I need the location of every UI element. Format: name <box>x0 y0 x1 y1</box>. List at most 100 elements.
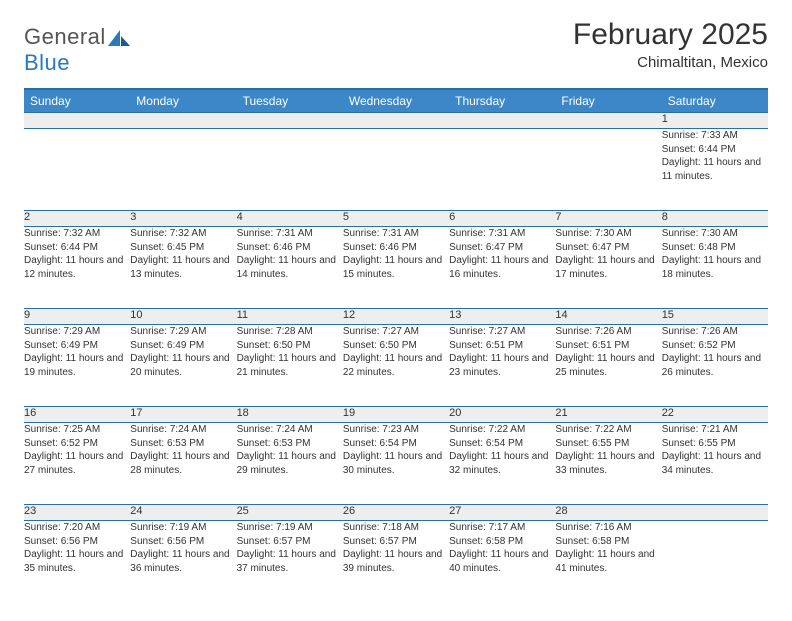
daylight-line: Daylight: 11 hours and 12 minutes. <box>24 254 130 281</box>
day-detail-cell: Sunrise: 7:26 AMSunset: 6:52 PMDaylight:… <box>662 325 768 407</box>
day-number-cell <box>343 113 449 129</box>
day-detail-cell: Sunrise: 7:27 AMSunset: 6:50 PMDaylight:… <box>343 325 449 407</box>
day-number-row: 232425262728 <box>24 505 768 521</box>
day-detail-cell: Sunrise: 7:16 AMSunset: 6:58 PMDaylight:… <box>555 521 661 603</box>
sunset-line: Sunset: 6:52 PM <box>24 437 130 451</box>
daylight-line: Daylight: 11 hours and 20 minutes. <box>130 352 236 379</box>
daylight-line: Daylight: 11 hours and 40 minutes. <box>449 548 555 575</box>
day-detail-cell: Sunrise: 7:29 AMSunset: 6:49 PMDaylight:… <box>130 325 236 407</box>
day-detail-cell: Sunrise: 7:30 AMSunset: 6:48 PMDaylight:… <box>662 227 768 309</box>
sunrise-line: Sunrise: 7:32 AM <box>24 227 130 241</box>
sunset-line: Sunset: 6:46 PM <box>237 241 343 255</box>
day-number-cell: 27 <box>449 505 555 521</box>
daylight-line: Daylight: 11 hours and 37 minutes. <box>237 548 343 575</box>
day-detail-cell: Sunrise: 7:19 AMSunset: 6:57 PMDaylight:… <box>237 521 343 603</box>
day-detail-row: Sunrise: 7:25 AMSunset: 6:52 PMDaylight:… <box>24 423 768 505</box>
day-detail-cell: Sunrise: 7:28 AMSunset: 6:50 PMDaylight:… <box>237 325 343 407</box>
sail-icon <box>108 30 130 46</box>
sunrise-line: Sunrise: 7:17 AM <box>449 521 555 535</box>
day-number-cell: 23 <box>24 505 130 521</box>
day-number-cell: 19 <box>343 407 449 423</box>
sunset-line: Sunset: 6:56 PM <box>24 535 130 549</box>
calendar-body: 1Sunrise: 7:33 AMSunset: 6:44 PMDaylight… <box>24 113 768 603</box>
sunrise-line: Sunrise: 7:22 AM <box>449 423 555 437</box>
day-number-cell: 4 <box>237 211 343 227</box>
day-number-cell: 16 <box>24 407 130 423</box>
day-detail-cell: Sunrise: 7:22 AMSunset: 6:54 PMDaylight:… <box>449 423 555 505</box>
weekday-header: Wednesday <box>343 89 449 113</box>
weekday-header: Saturday <box>662 89 768 113</box>
daylight-line: Daylight: 11 hours and 14 minutes. <box>237 254 343 281</box>
day-detail-cell: Sunrise: 7:30 AMSunset: 6:47 PMDaylight:… <box>555 227 661 309</box>
daylight-line: Daylight: 11 hours and 41 minutes. <box>555 548 661 575</box>
day-number-cell: 20 <box>449 407 555 423</box>
daylight-line: Daylight: 11 hours and 28 minutes. <box>130 450 236 477</box>
daylight-line: Daylight: 11 hours and 29 minutes. <box>237 450 343 477</box>
day-number-cell <box>237 113 343 129</box>
sunset-line: Sunset: 6:57 PM <box>237 535 343 549</box>
day-number-cell: 7 <box>555 211 661 227</box>
day-detail-cell: Sunrise: 7:33 AMSunset: 6:44 PMDaylight:… <box>662 129 768 211</box>
daylight-line: Daylight: 11 hours and 15 minutes. <box>343 254 449 281</box>
sunrise-line: Sunrise: 7:26 AM <box>555 325 661 339</box>
daylight-line: Daylight: 11 hours and 17 minutes. <box>555 254 661 281</box>
brand-text: GeneralBlue <box>24 24 130 76</box>
daylight-line: Daylight: 11 hours and 21 minutes. <box>237 352 343 379</box>
day-detail-cell: Sunrise: 7:17 AMSunset: 6:58 PMDaylight:… <box>449 521 555 603</box>
day-number-cell: 8 <box>662 211 768 227</box>
day-detail-cell: Sunrise: 7:21 AMSunset: 6:55 PMDaylight:… <box>662 423 768 505</box>
sunset-line: Sunset: 6:47 PM <box>449 241 555 255</box>
day-detail-row: Sunrise: 7:32 AMSunset: 6:44 PMDaylight:… <box>24 227 768 309</box>
sunrise-line: Sunrise: 7:27 AM <box>449 325 555 339</box>
day-detail-cell <box>24 129 130 211</box>
daylight-line: Daylight: 11 hours and 13 minutes. <box>130 254 236 281</box>
day-detail-row: Sunrise: 7:33 AMSunset: 6:44 PMDaylight:… <box>24 129 768 211</box>
day-number-row: 9101112131415 <box>24 309 768 325</box>
day-number-cell: 11 <box>237 309 343 325</box>
brand-part1: General <box>24 24 106 49</box>
page-header: GeneralBlue February 2025 Chimaltitan, M… <box>24 18 768 76</box>
calendar-page: GeneralBlue February 2025 Chimaltitan, M… <box>0 0 792 621</box>
sunset-line: Sunset: 6:54 PM <box>343 437 449 451</box>
day-detail-cell: Sunrise: 7:26 AMSunset: 6:51 PMDaylight:… <box>555 325 661 407</box>
day-number-cell <box>24 113 130 129</box>
day-number-cell: 5 <box>343 211 449 227</box>
day-detail-cell <box>449 129 555 211</box>
day-detail-cell: Sunrise: 7:24 AMSunset: 6:53 PMDaylight:… <box>130 423 236 505</box>
weekday-header-row: Sunday Monday Tuesday Wednesday Thursday… <box>24 89 768 113</box>
sunset-line: Sunset: 6:45 PM <box>130 241 236 255</box>
day-detail-cell: Sunrise: 7:32 AMSunset: 6:44 PMDaylight:… <box>24 227 130 309</box>
sunrise-line: Sunrise: 7:24 AM <box>130 423 236 437</box>
sunrise-line: Sunrise: 7:28 AM <box>237 325 343 339</box>
day-number-cell: 15 <box>662 309 768 325</box>
calendar-table: Sunday Monday Tuesday Wednesday Thursday… <box>24 88 768 603</box>
daylight-line: Daylight: 11 hours and 26 minutes. <box>662 352 768 379</box>
day-detail-cell <box>237 129 343 211</box>
sunrise-line: Sunrise: 7:19 AM <box>237 521 343 535</box>
sunrise-line: Sunrise: 7:22 AM <box>555 423 661 437</box>
sunset-line: Sunset: 6:44 PM <box>24 241 130 255</box>
daylight-line: Daylight: 11 hours and 25 minutes. <box>555 352 661 379</box>
sunset-line: Sunset: 6:49 PM <box>24 339 130 353</box>
sunrise-line: Sunrise: 7:21 AM <box>662 423 768 437</box>
sunset-line: Sunset: 6:50 PM <box>343 339 449 353</box>
daylight-line: Daylight: 11 hours and 30 minutes. <box>343 450 449 477</box>
weekday-header: Friday <box>555 89 661 113</box>
sunset-line: Sunset: 6:49 PM <box>130 339 236 353</box>
sunset-line: Sunset: 6:50 PM <box>237 339 343 353</box>
day-detail-cell: Sunrise: 7:22 AMSunset: 6:55 PMDaylight:… <box>555 423 661 505</box>
sunset-line: Sunset: 6:51 PM <box>555 339 661 353</box>
day-number-cell: 2 <box>24 211 130 227</box>
sunrise-line: Sunrise: 7:29 AM <box>130 325 236 339</box>
weekday-header: Sunday <box>24 89 130 113</box>
day-detail-row: Sunrise: 7:29 AMSunset: 6:49 PMDaylight:… <box>24 325 768 407</box>
day-number-cell: 28 <box>555 505 661 521</box>
day-number-cell <box>555 113 661 129</box>
daylight-line: Daylight: 11 hours and 19 minutes. <box>24 352 130 379</box>
sunset-line: Sunset: 6:56 PM <box>130 535 236 549</box>
day-number-cell: 18 <box>237 407 343 423</box>
day-detail-cell: Sunrise: 7:18 AMSunset: 6:57 PMDaylight:… <box>343 521 449 603</box>
day-detail-cell: Sunrise: 7:31 AMSunset: 6:47 PMDaylight:… <box>449 227 555 309</box>
day-number-cell: 14 <box>555 309 661 325</box>
day-number-cell: 22 <box>662 407 768 423</box>
